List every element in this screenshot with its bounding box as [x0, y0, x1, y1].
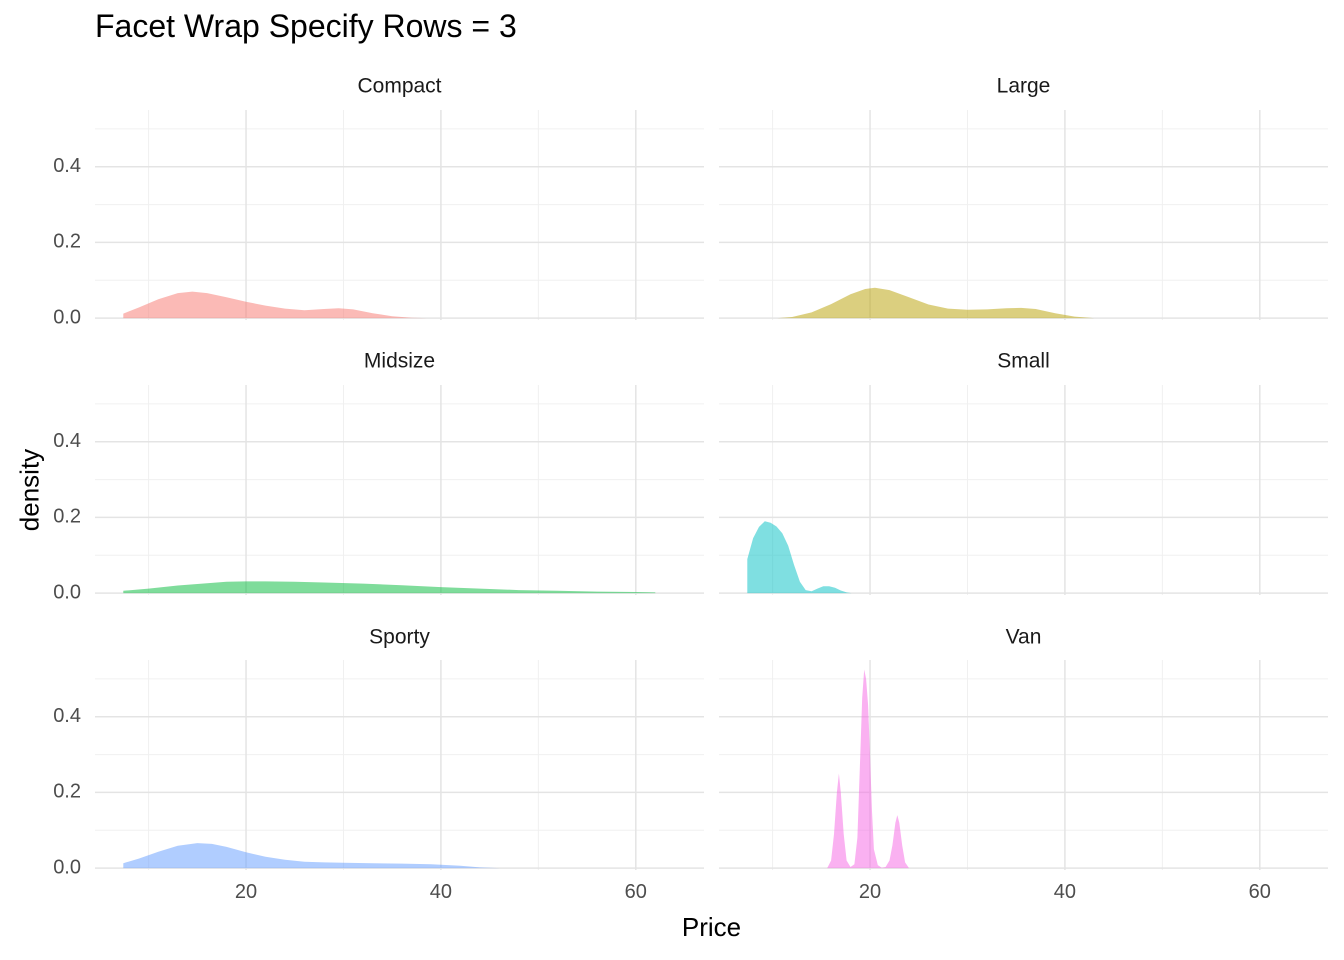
facet-strip-compact: Compact	[357, 75, 441, 98]
density-area-compact	[123, 291, 427, 319]
y-tick-label: 0.2	[53, 231, 81, 253]
y-tick-label: 0.4	[53, 430, 81, 452]
x-tick-label: 60	[625, 881, 647, 903]
y-tick-label: 0.2	[53, 781, 81, 803]
facet-panel-large: Large	[719, 75, 1328, 320]
density-area-small	[747, 521, 852, 594]
y-tick-label: 0.0	[53, 306, 81, 328]
facet-panel-sporty: Sporty 0.0 0.2 0.4 20 40 60	[53, 626, 704, 903]
x-axis-label: Price	[681, 912, 742, 942]
chart-title: Facet Wrap Specify Rows = 3	[95, 8, 517, 44]
density-area-large	[777, 287, 1095, 319]
density-area-midsize	[123, 581, 656, 594]
density-area-sporty	[123, 843, 500, 869]
density-area-van	[827, 669, 909, 869]
facet-strip-midsize: Midsize	[364, 350, 435, 373]
x-tick-label: 40	[430, 881, 452, 903]
facet-strip-small: Small	[997, 350, 1050, 373]
x-tick-label: 60	[1249, 881, 1271, 903]
x-tick-label: 40	[1054, 881, 1076, 903]
y-tick-label: 0.4	[53, 705, 81, 727]
facet-panel-compact: Compact 0.0 0.2 0.4	[53, 75, 704, 328]
facet-strip-large: Large	[997, 75, 1051, 98]
facet-strip-sporty: Sporty	[369, 626, 430, 649]
x-tick-label: 20	[235, 881, 257, 903]
y-tick-label: 0.4	[53, 155, 81, 177]
x-tick-label: 20	[859, 881, 881, 903]
facet-strip-van: Van	[1006, 626, 1042, 649]
y-tick-label: 0.0	[53, 856, 81, 878]
facet-panel-van: Van 20 40 60	[719, 626, 1328, 903]
y-tick-label: 0.2	[53, 506, 81, 528]
y-tick-label: 0.0	[53, 581, 81, 603]
facet-panel-small: Small	[719, 350, 1328, 595]
facet-panel-midsize: Midsize 0.0 0.2 0.4	[53, 350, 704, 603]
